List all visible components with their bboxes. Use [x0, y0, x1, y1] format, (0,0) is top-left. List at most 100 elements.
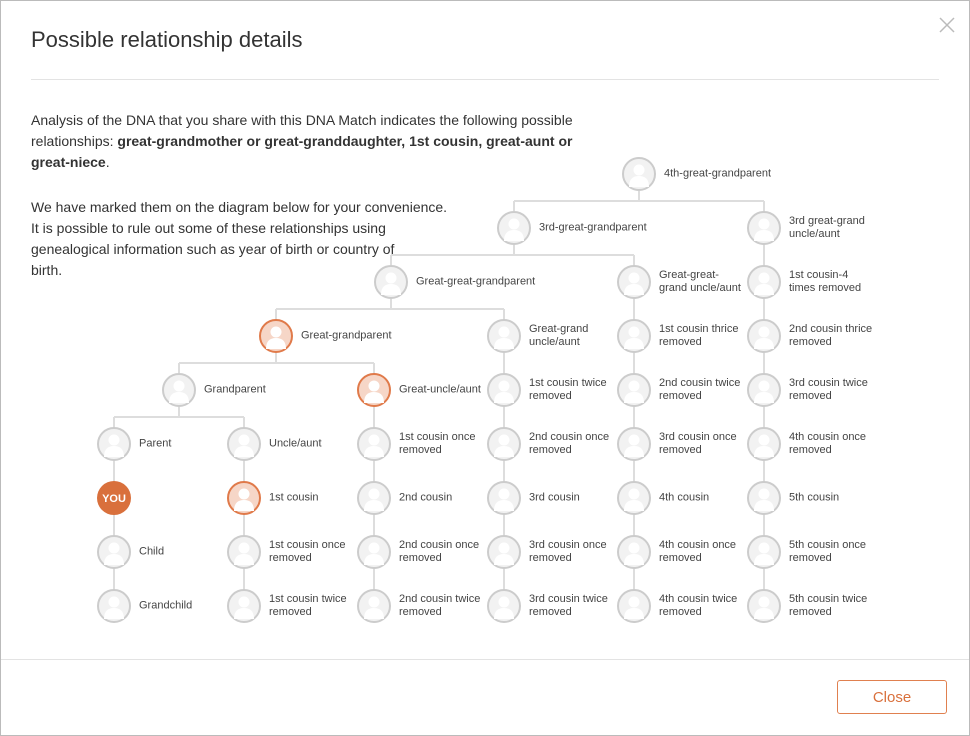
node-label-line: uncle/aunt [529, 336, 580, 348]
person-head [498, 380, 510, 392]
person-node [487, 535, 521, 569]
node-label-line: 2nd cousin twice [659, 377, 741, 389]
divider [31, 79, 939, 80]
node-label: 1st cousin once removed [269, 539, 345, 565]
node-label-line: Grandchild [139, 599, 193, 612]
person-node [747, 481, 781, 515]
close-icon[interactable] [938, 16, 956, 34]
person-body [754, 230, 774, 241]
node-label-line: removed [789, 336, 832, 348]
person-head [498, 326, 510, 338]
node-label: Grandchild [139, 600, 192, 613]
node-label-line: 2nd cousin once [399, 539, 480, 551]
intro-paragraph: Analysis of the DNA that you share with … [31, 110, 591, 173]
node-label-line: removed [399, 552, 442, 564]
person-body [364, 554, 384, 565]
person-body [624, 446, 644, 457]
person-node [97, 535, 131, 569]
node-label-line: 4th cousin once [789, 431, 867, 443]
intro-bold: great-grandmother or great-granddaughter… [31, 133, 573, 170]
person-head [758, 434, 770, 446]
person-head [385, 272, 397, 284]
node-label: 2nd cousin once removed [399, 539, 479, 565]
person-node [497, 211, 531, 245]
person-head [508, 218, 520, 230]
person-head [758, 218, 770, 230]
node-label: 3rd great-grand uncle/aunt [789, 215, 865, 241]
node-label-line: removed [269, 606, 312, 618]
node-label-line: removed [529, 606, 572, 618]
self-circle [97, 481, 131, 515]
node-label-line: Great-great- [659, 269, 719, 281]
node-label: Great-great-grand uncle/aunt [659, 269, 741, 295]
person-head [108, 542, 120, 554]
person-body [754, 392, 774, 403]
person-body [494, 392, 514, 403]
node-label-line: 5th cousin [789, 491, 840, 504]
node-label-line: uncle/aunt [789, 228, 840, 240]
node-label-line: 3rd great-grand [789, 215, 865, 227]
person-body [624, 500, 644, 511]
person-node [622, 157, 656, 191]
person-body [624, 284, 644, 295]
node-label-line: Parent [139, 437, 172, 450]
node-label: 1st cousin thrice removed [659, 323, 738, 349]
node-label: 1st cousin [269, 492, 319, 505]
node-label-line: Grandparent [204, 383, 266, 396]
node-label: Parent [139, 438, 171, 451]
person-head [628, 272, 640, 284]
person-body [364, 446, 384, 457]
person-node [617, 373, 651, 407]
person-node [617, 265, 651, 299]
node-label-line: removed [659, 606, 702, 618]
person-body [234, 554, 254, 565]
person-head [238, 434, 250, 446]
person-body [364, 608, 384, 619]
node-label-line: 1st cousin once [269, 539, 346, 551]
intro-paragraph: We have marked them on the diagram below… [31, 197, 471, 281]
person-head [238, 542, 250, 554]
person-node [227, 535, 261, 569]
person-head [758, 272, 770, 284]
node-label-line: 1st cousin twice [269, 593, 347, 605]
person-body [234, 608, 254, 619]
close-button[interactable]: Close [837, 680, 947, 714]
person-head [238, 488, 250, 500]
node-label: Great-great-grandparent [416, 276, 535, 289]
person-node [747, 211, 781, 245]
node-label: 4th cousin twice removed [659, 593, 737, 619]
person-node [747, 535, 781, 569]
node-label-line: removed [659, 336, 702, 348]
person-node [747, 427, 781, 461]
person-head [238, 596, 250, 608]
node-label-line: 2nd cousin once [529, 431, 610, 443]
node-label-line: 1st cousin thrice [659, 323, 739, 335]
person-head [270, 326, 282, 338]
node-label-line: removed [399, 444, 442, 456]
person-body [624, 392, 644, 403]
node-label: Great-uncle/aunt [399, 384, 481, 397]
intro-text: We have marked them on the diagram below… [31, 199, 448, 215]
node-label-line: 4th-great-grandparent [664, 167, 772, 180]
person-head [108, 596, 120, 608]
person-node [487, 373, 521, 407]
node-label-line: removed [529, 444, 572, 456]
person-head [628, 596, 640, 608]
person-head [758, 596, 770, 608]
node-label-line: 4th cousin once [659, 539, 737, 551]
person-node: YOU [97, 481, 131, 515]
person-node [617, 427, 651, 461]
node-label-line: 1st cousin twice [529, 377, 607, 389]
person-body [629, 176, 649, 187]
person-head [368, 380, 380, 392]
person-node [487, 427, 521, 461]
node-label: 4th cousin once removed [659, 539, 736, 565]
person-node [747, 265, 781, 299]
node-label-line: 3rd-great-grandparent [539, 221, 647, 234]
node-label-line: 5th cousin once [789, 539, 867, 551]
person-body [494, 554, 514, 565]
person-node [357, 481, 391, 515]
node-label-line: removed [789, 390, 832, 402]
person-head [628, 380, 640, 392]
